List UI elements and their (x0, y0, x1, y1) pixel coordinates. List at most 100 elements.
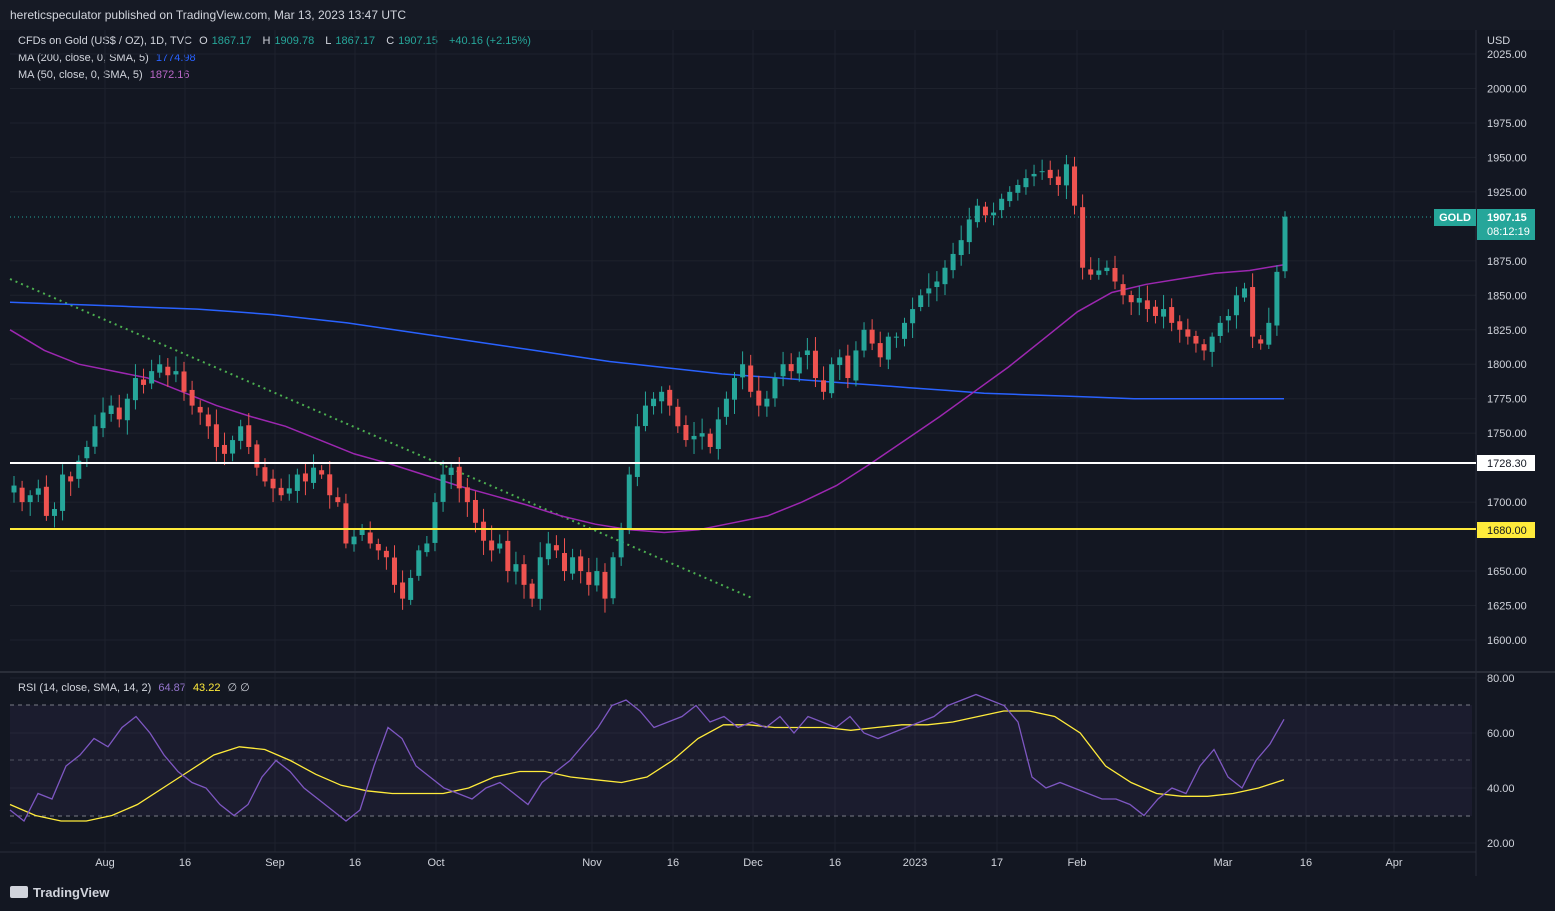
level-white-value: 1728.30 (1487, 458, 1527, 470)
candle (1039, 159, 1045, 180)
candle (966, 207, 972, 255)
candle (1258, 335, 1264, 350)
candle (391, 545, 397, 593)
price-tick-label: 1650.00 (1487, 566, 1527, 578)
candle (424, 535, 430, 557)
level-white-tag (1477, 455, 1535, 471)
publisher-bar: hereticspeculator published on TradingVi… (0, 0, 1555, 30)
price-tick-label: 1925.00 (1487, 187, 1527, 199)
price-tick-label: 1825.00 (1487, 325, 1527, 337)
time-tick-label: Feb (1068, 857, 1087, 869)
time-axis-ticks: Aug 16 Sep 16 Oct Nov 16 Dec 16 2023 17 Feb Mar 16 Apr (95, 857, 1403, 869)
candle (869, 319, 875, 351)
currency-label: USD (1487, 35, 1510, 47)
ohlc-high: H 1909.78 (262, 35, 315, 47)
candle (189, 380, 195, 415)
candle (1274, 265, 1280, 336)
tradingview-brand: TradingView (33, 885, 110, 900)
candle (448, 462, 454, 490)
candle (991, 202, 997, 226)
price-tick-label: 1975.00 (1487, 118, 1527, 130)
candle (1282, 211, 1288, 279)
price-tick-label: 2025.00 (1487, 49, 1527, 61)
candle (553, 535, 559, 558)
candle (464, 478, 470, 517)
candle (845, 344, 851, 389)
time-tick-label: Apr (1385, 857, 1402, 869)
candle (934, 271, 940, 302)
candle (829, 357, 835, 398)
price-tick-label: 1700.00 (1487, 497, 1527, 509)
candle (1217, 315, 1223, 343)
candle (545, 531, 551, 566)
candle (432, 493, 438, 552)
candle (27, 490, 33, 516)
candle (772, 372, 778, 407)
price-chart[interactable]: USD 2025.00 2000.00 1975.00 1950.00 1925.00 1… (0, 0, 1555, 876)
candle (286, 474, 292, 501)
candle (764, 390, 770, 417)
candle (213, 409, 219, 462)
candle (278, 478, 284, 501)
publisher-text: hereticspeculator published on TradingVi… (10, 8, 407, 22)
candle (1201, 339, 1207, 361)
ohlc-open: O 1867.17 (199, 35, 252, 47)
candle (634, 413, 640, 487)
candle (1266, 307, 1272, 349)
time-tick-label: 16 (1300, 857, 1312, 869)
candle (1242, 282, 1248, 302)
candle (1225, 309, 1231, 333)
candle (513, 551, 519, 585)
candle (521, 555, 527, 599)
time-tick-label: Sep (265, 857, 285, 869)
candle (626, 466, 632, 535)
candle (594, 557, 600, 592)
candle (1169, 298, 1175, 332)
candle (958, 225, 964, 266)
candle (1080, 194, 1086, 280)
candle (861, 322, 867, 358)
price-tick-label: 1775.00 (1487, 394, 1527, 406)
rsi-legend[interactable]: RSI (14, close, SMA, 14, 2) 64.87 43.22 … (18, 681, 254, 694)
candle (1209, 332, 1215, 367)
ma50-legend[interactable]: MA (50, close, 0, SMA, 5) 1872.16 (18, 69, 194, 81)
rsi-tick-label: 40.00 (1487, 783, 1515, 795)
candle (715, 407, 721, 460)
price-tick-label: 2000.00 (1487, 83, 1527, 95)
candle (586, 557, 592, 596)
candle (812, 337, 818, 388)
candle (60, 464, 66, 521)
candle (1144, 285, 1150, 323)
candle (885, 332, 891, 370)
ma200-legend[interactable]: MA (200, close, 0, SMA, 5) 1774.98 (18, 52, 200, 64)
candle (707, 428, 713, 454)
rsi-line (9, 693, 1285, 822)
symbol-legend[interactable]: CFDs on Gold (US$ / OZ), 1D, TVC O 1867.1… (18, 35, 535, 47)
candle (302, 462, 308, 496)
time-tick-label: Dec (743, 857, 763, 869)
candle (1185, 318, 1191, 345)
downtrend-line[interactable] (9, 278, 753, 599)
candle (974, 198, 980, 228)
candle (821, 366, 827, 400)
rsi-extra: ∅ ∅ (227, 682, 250, 694)
candle (19, 480, 25, 512)
candle (910, 297, 916, 338)
candle (699, 418, 705, 450)
candle (254, 440, 260, 476)
candle (1047, 160, 1053, 186)
candle (108, 395, 114, 422)
candle (1015, 179, 1021, 201)
candle (982, 201, 988, 223)
candle (35, 479, 41, 503)
price-tick-label: 1850.00 (1487, 290, 1527, 302)
candle (659, 386, 665, 414)
candle (124, 393, 130, 435)
tradingview-logo[interactable]: TradingView (10, 885, 109, 900)
candle (335, 487, 341, 507)
candle (667, 385, 673, 416)
rsi-tick-label: 60.00 (1487, 728, 1515, 740)
candle (11, 476, 17, 503)
time-tick-label: Aug (95, 857, 115, 869)
candle (1136, 286, 1142, 316)
